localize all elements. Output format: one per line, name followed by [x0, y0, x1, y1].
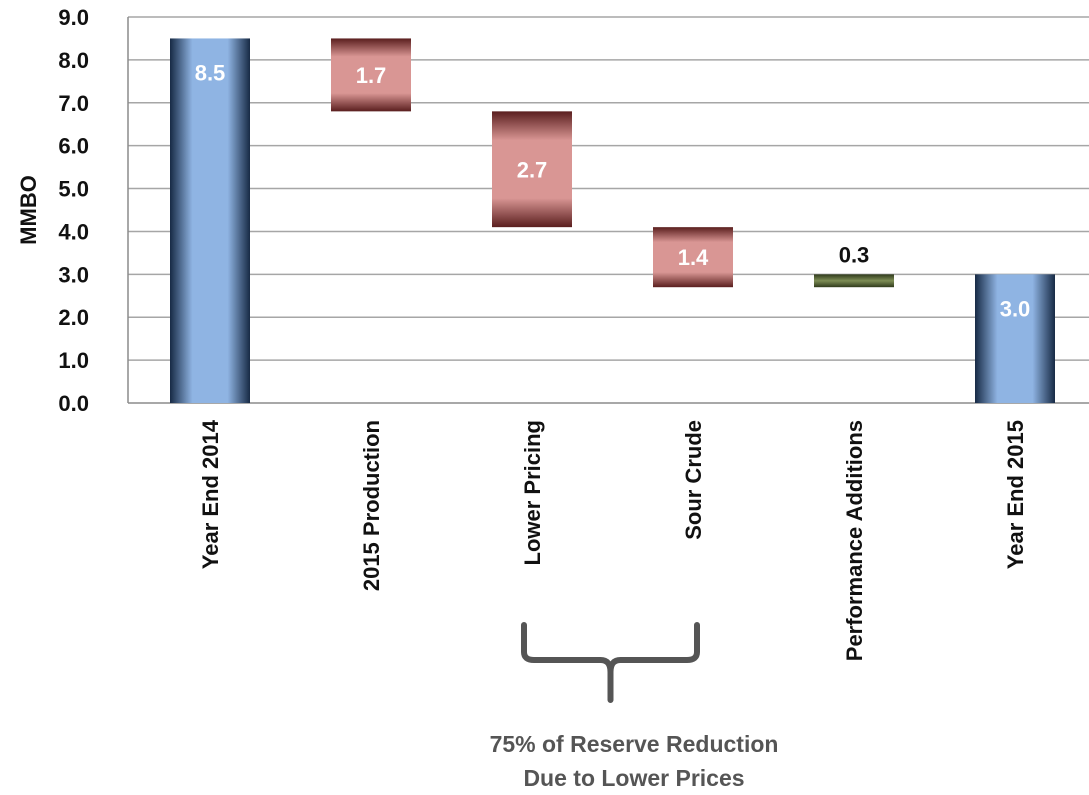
data-label: 0.3 — [839, 242, 870, 267]
y-tick-label: 9.0 — [58, 5, 89, 30]
labels: 8.5 1.7 2.7 1.4 0.3 3.0 Year End 2014 2015 Prod… — [195, 60, 1031, 661]
y-tick-label: 4.0 — [58, 219, 89, 244]
x-category-label: Performance Additions — [842, 420, 867, 661]
y-tick-label: 0.0 — [58, 391, 89, 416]
x-category-label: Lower Pricing — [520, 420, 545, 565]
y-tick-label: 3.0 — [58, 262, 89, 287]
annotation-text: Due to Lower Prices — [523, 765, 744, 791]
axes: 0.0 1.0 2.0 3.0 4.0 5.0 6.0 7.0 8.0 9.0 MMBO — [16, 5, 1089, 416]
y-tick-label: 1.0 — [58, 348, 89, 373]
annotation: 75% of Reserve Reduction Due to Lower Pri… — [490, 622, 779, 791]
y-tick-label: 7.0 — [58, 91, 89, 116]
bar — [492, 111, 572, 228]
bar — [653, 227, 733, 288]
x-category-label: Sour Crude — [681, 420, 706, 540]
data-label: 2.7 — [517, 157, 548, 182]
bar — [814, 274, 894, 288]
y-tick-label: 5.0 — [58, 177, 89, 202]
gridlines — [128, 16, 1089, 361]
bar — [331, 38, 411, 112]
brace — [521, 622, 700, 703]
data-label: 1.4 — [678, 245, 709, 270]
x-category-label: Year End 2015 — [1003, 420, 1028, 569]
data-label: 1.7 — [356, 63, 387, 88]
bars — [170, 38, 1055, 403]
y-tick-label: 8.0 — [58, 48, 89, 73]
data-label: 8.5 — [195, 60, 226, 85]
data-label: 3.0 — [1000, 296, 1031, 321]
bar — [170, 38, 250, 403]
y-tick-label: 2.0 — [58, 305, 89, 330]
y-axis-title: MMBO — [16, 175, 41, 245]
bar — [975, 274, 1055, 403]
y-tick-label: 6.0 — [58, 134, 89, 159]
x-category-label: Year End 2014 — [198, 419, 223, 569]
x-category-label: 2015 Production — [359, 420, 384, 591]
annotation-text: 75% of Reserve Reduction — [490, 731, 779, 757]
